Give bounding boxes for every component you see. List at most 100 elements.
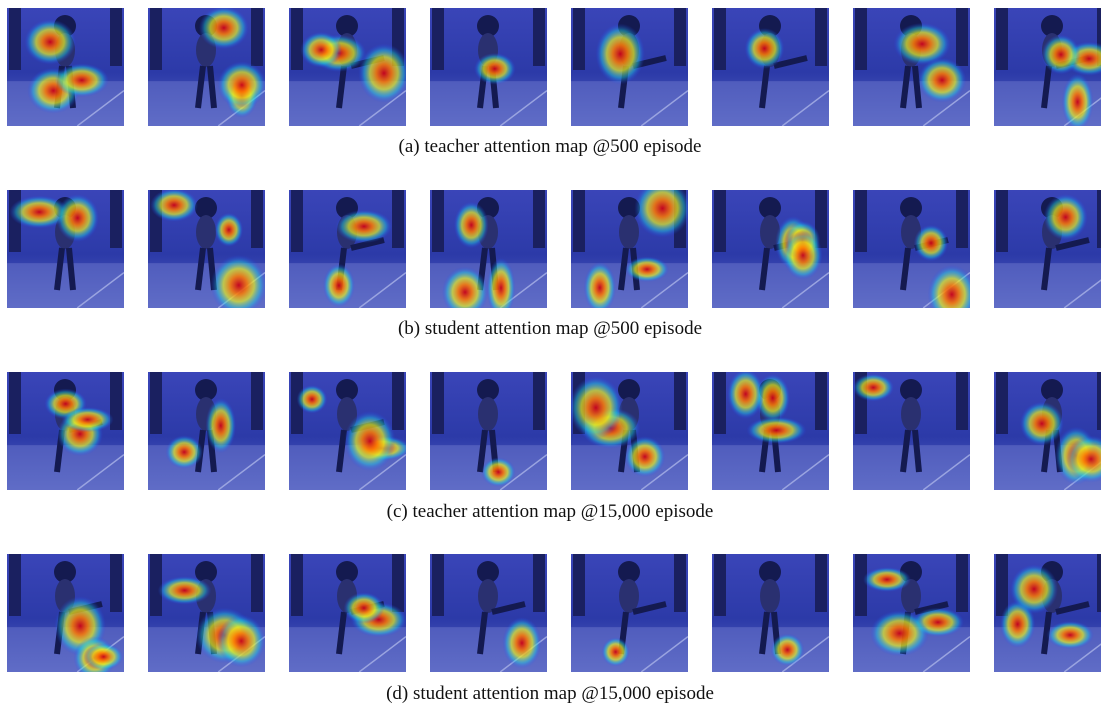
punching-bag: [573, 554, 585, 616]
punching-bag: [392, 372, 404, 430]
punching-bag: [9, 8, 21, 70]
attention-blob: [323, 264, 355, 308]
punching-bag: [956, 190, 968, 248]
punching-bag: [714, 8, 726, 70]
attention-blob: [474, 53, 515, 85]
image-content: [7, 8, 124, 126]
punching-bag: [855, 8, 867, 70]
punching-bag: [150, 372, 162, 434]
attention-blob: [62, 407, 114, 432]
punching-bag: [533, 372, 545, 430]
punching-bag: [251, 372, 263, 430]
attention-blob: [602, 637, 630, 666]
punching-bag: [956, 8, 968, 66]
heatmap-image: [289, 554, 407, 672]
heatmap-image: [7, 554, 124, 680]
image-content: [853, 190, 976, 324]
attention-blob: [217, 615, 265, 667]
punching-bag: [996, 8, 1008, 70]
punching-bag: [1097, 372, 1101, 430]
punching-bag: [251, 554, 263, 612]
heatmap-image: [712, 554, 829, 672]
attention-blob: [596, 23, 645, 84]
attention-blob: [215, 213, 243, 247]
leg: [210, 66, 214, 108]
attention-blob: [55, 63, 109, 97]
attention-blob: [1020, 402, 1064, 446]
heatmap-image: [994, 8, 1101, 130]
image-content: [430, 554, 547, 672]
heatmap-image: [853, 372, 970, 490]
attention-blob: [1062, 74, 1094, 131]
punching-bag: [533, 554, 545, 612]
leg: [69, 248, 73, 290]
image-content: [289, 8, 410, 126]
heatmap-image: [994, 190, 1101, 308]
attention-blob: [928, 265, 976, 324]
heatmap-image: [571, 554, 688, 672]
image-content: [994, 554, 1101, 672]
heatmap-image: [712, 8, 829, 126]
image-content: [571, 179, 691, 313]
punching-bag: [674, 554, 686, 612]
attention-maps: [7, 6, 1101, 679]
attention-blob: [1047, 621, 1094, 649]
image-content: [853, 554, 970, 672]
heatmap-image: [853, 8, 970, 126]
heatmap-image: [148, 189, 267, 316]
image-content: [289, 190, 406, 308]
attention-blob: [84, 643, 123, 670]
heatmap-image: [430, 190, 547, 318]
image-content: [148, 189, 267, 316]
punching-bag: [996, 190, 1008, 252]
punching-bag: [432, 190, 444, 252]
punching-bag: [573, 8, 585, 70]
leg: [915, 430, 919, 472]
image-content: [712, 369, 829, 490]
attention-blob: [442, 267, 488, 318]
attention-blob: [625, 257, 669, 282]
punching-bag: [674, 372, 686, 430]
punching-bag: [392, 190, 404, 248]
image-content: [7, 372, 124, 490]
heatmap-image: [712, 190, 829, 308]
image-content: [571, 554, 688, 672]
punching-bag: [432, 8, 444, 70]
punching-bag: [533, 190, 545, 248]
attention-blob: [487, 258, 516, 318]
punching-bag: [714, 554, 726, 616]
heatmap-image: [712, 369, 829, 490]
attention-blob: [158, 576, 212, 604]
attention-blob: [853, 374, 894, 402]
attention-blob: [745, 28, 785, 69]
attention-blob: [747, 417, 807, 444]
punching-bag: [150, 8, 162, 70]
heatmap-image: [289, 190, 406, 308]
heatmap-image: [994, 372, 1101, 490]
heatmap-image: [7, 190, 124, 308]
image-content: [712, 8, 829, 126]
punching-bag: [996, 372, 1008, 434]
image-content: [712, 554, 829, 672]
heatmap-image: [569, 372, 688, 490]
image-content: [994, 8, 1101, 130]
heatmap-image: [571, 8, 688, 126]
punching-bag: [1097, 190, 1101, 248]
punching-bag: [251, 8, 263, 66]
heatmap-image: [7, 8, 124, 126]
heatmap-image: [7, 372, 124, 490]
attention-blob: [783, 231, 822, 280]
heatmap-image: [289, 8, 410, 126]
punching-bag: [815, 8, 827, 66]
attention-blob: [150, 189, 198, 222]
heatmap-image: [853, 554, 970, 672]
attention-blob: [584, 262, 616, 314]
attention-blob: [199, 6, 249, 49]
punching-bag: [815, 372, 827, 430]
attention-blob: [914, 225, 948, 261]
leg: [915, 66, 919, 108]
heatmap-image: [994, 554, 1101, 672]
heatmap-image: [430, 554, 547, 672]
attention-blob: [727, 369, 764, 419]
heatmap-image: [148, 6, 266, 126]
